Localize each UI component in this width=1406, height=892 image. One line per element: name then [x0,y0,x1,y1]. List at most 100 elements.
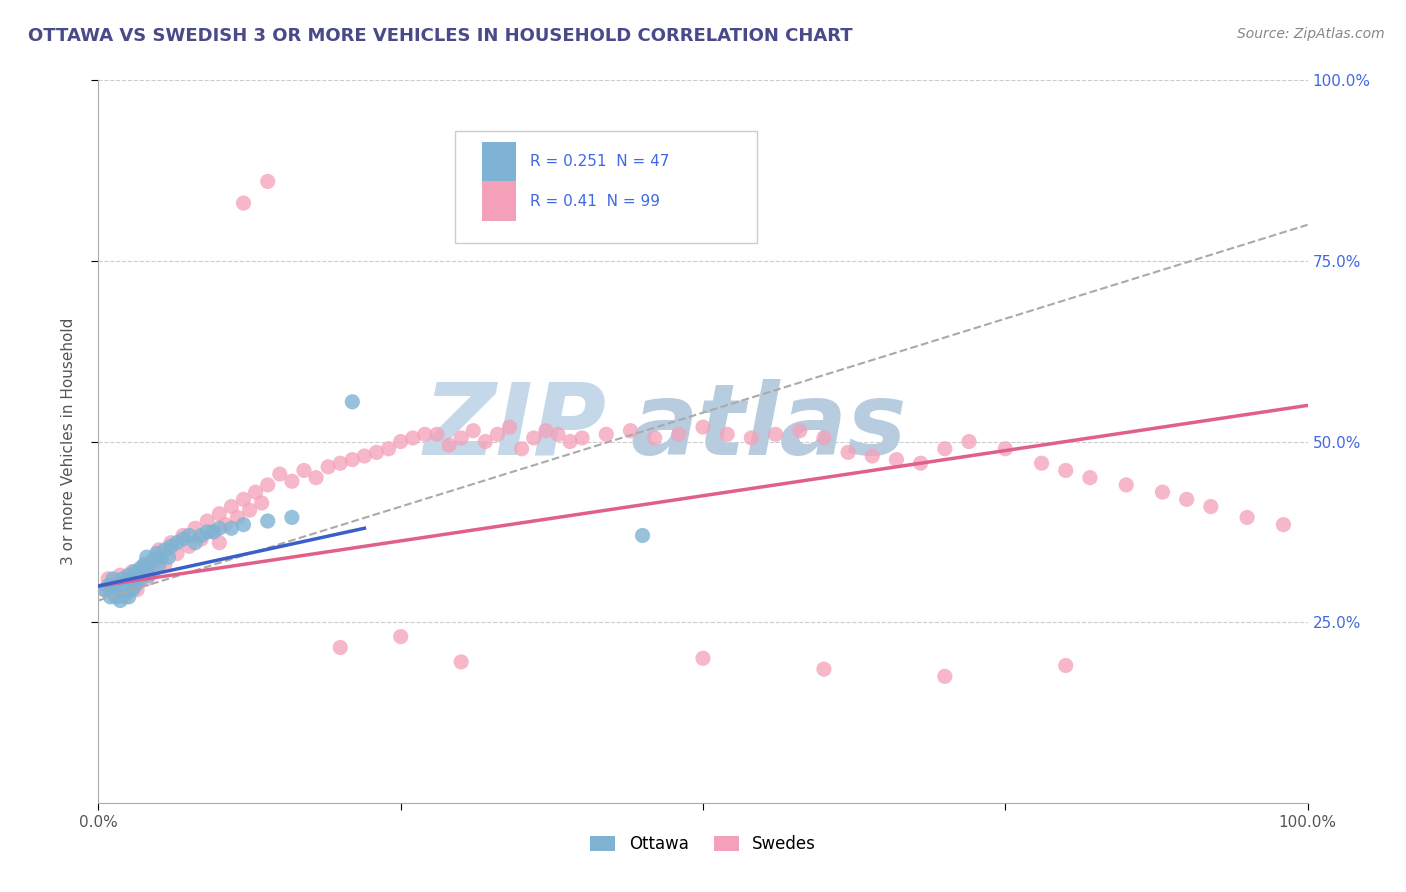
Point [510,442,533,456]
Point [114,586,136,600]
Point [245,485,267,500]
Point [121,582,143,597]
Point [595,427,617,442]
Point [190,528,212,542]
Point [111,582,134,597]
Point [547,427,569,442]
Point [105,579,128,593]
Point [93,582,115,597]
Point [366,445,388,459]
Point [256,478,278,492]
Point [250,496,273,510]
Point [239,503,262,517]
Point [886,452,908,467]
Point [172,528,194,542]
Point [184,521,207,535]
Point [389,630,412,644]
Point [342,394,364,409]
Point [108,568,131,582]
Point [1236,510,1258,524]
Point [740,431,762,445]
Point [190,532,212,546]
Point [342,452,364,467]
Point [631,528,654,542]
Point [934,669,956,683]
Point [134,558,156,572]
Point [134,561,156,575]
Point [118,568,141,582]
Point [138,558,160,572]
Point [523,431,546,445]
Point [101,572,124,586]
Point [837,445,859,459]
Point [221,521,243,535]
FancyBboxPatch shape [456,131,758,243]
Point [129,568,152,582]
Point [377,442,399,456]
Legend: Ottawa, Swedes: Ottawa, Swedes [583,828,823,860]
Point [97,572,120,586]
Point [256,174,278,188]
Point [813,662,835,676]
Point [121,565,143,579]
Point [97,579,120,593]
Point [692,651,714,665]
Point [142,565,165,579]
Point [1054,658,1077,673]
Point [101,586,124,600]
Point [100,579,122,593]
Point [195,524,218,539]
Point [135,572,157,586]
Point [135,565,157,579]
Point [232,196,254,211]
Point [127,582,149,597]
Point [1175,492,1198,507]
Point [221,500,243,514]
Point [305,470,328,484]
Point [179,528,201,542]
Point [166,547,188,561]
Point [353,449,375,463]
Point [195,514,218,528]
Point [172,532,194,546]
Point [232,492,254,507]
Point [910,456,932,470]
Point [160,535,183,549]
Point [150,550,173,565]
Point [114,575,136,590]
Point [129,561,152,575]
Point [148,558,170,572]
Point [153,542,176,557]
Point [281,475,304,489]
Point [437,438,460,452]
Point [118,572,141,586]
Point [463,424,485,438]
Point [389,434,412,449]
Point [994,442,1017,456]
Point [1054,463,1077,477]
Point [105,590,128,604]
Point [214,517,236,532]
Point [166,535,188,549]
Text: OTTAWA VS SWEDISH 3 OR MORE VEHICLES IN HOUSEHOLD CORRELATION CHART: OTTAWA VS SWEDISH 3 OR MORE VEHICLES IN … [28,27,853,45]
Point [644,431,666,445]
Point [118,590,141,604]
Point [1115,478,1137,492]
Point [114,590,136,604]
Point [202,524,225,539]
Point [145,550,167,565]
Point [860,449,883,463]
Point [789,424,811,438]
Point [93,582,115,597]
Point [145,547,167,561]
Point [571,431,593,445]
Point [1078,470,1101,484]
Point [118,579,141,593]
Point [256,514,278,528]
Point [111,582,134,597]
Point [1152,485,1174,500]
Point [292,463,315,477]
Point [108,593,131,607]
Point [269,467,291,481]
Point [329,456,352,470]
